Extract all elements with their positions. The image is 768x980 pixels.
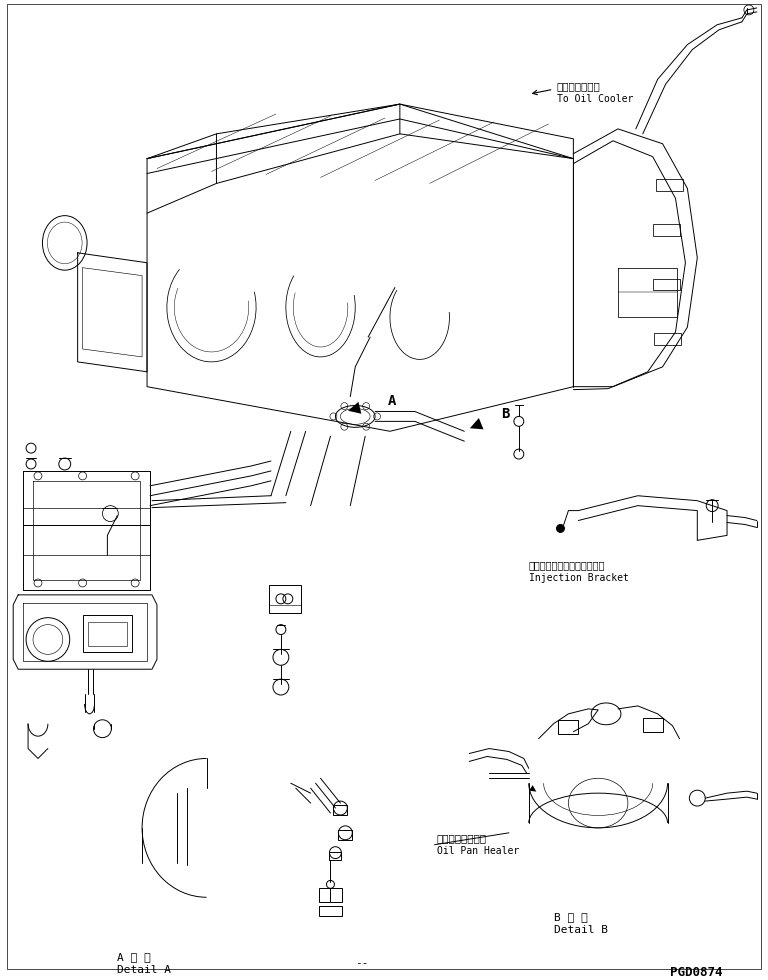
Bar (269, 585, 301, 612)
Bar (656, 179, 684, 191)
Text: Detail B: Detail B (554, 925, 607, 935)
Bar (653, 224, 680, 236)
Bar (654, 333, 681, 345)
Text: Oil Pan Healer: Oil Pan Healer (436, 846, 519, 856)
Bar (333, 805, 347, 815)
Bar (319, 906, 343, 916)
Text: インジェクションブラケット: インジェクションブラケット (528, 561, 605, 570)
Text: A 詳 細: A 詳 細 (118, 952, 151, 961)
Bar (83, 614, 132, 653)
Bar (558, 719, 578, 734)
Circle shape (557, 524, 564, 532)
Text: Detail A: Detail A (118, 964, 171, 975)
Text: B 詳 細: B 詳 細 (554, 912, 588, 922)
Text: PGD0874: PGD0874 (670, 965, 722, 979)
Text: --: -- (356, 957, 369, 967)
Bar (643, 717, 663, 732)
Bar (653, 278, 680, 290)
Bar (329, 852, 341, 859)
Text: オイルパンヒータ: オイルパンヒータ (436, 833, 487, 843)
Text: オイルクーラヘ: オイルクーラヘ (557, 81, 601, 91)
Text: B: B (501, 408, 509, 421)
Text: To Oil Cooler: To Oil Cooler (557, 94, 633, 104)
Bar (88, 621, 127, 647)
Text: Injection Bracket: Injection Bracket (528, 573, 629, 583)
Bar (319, 888, 343, 903)
Bar (339, 830, 353, 840)
Text: A: A (388, 394, 396, 408)
